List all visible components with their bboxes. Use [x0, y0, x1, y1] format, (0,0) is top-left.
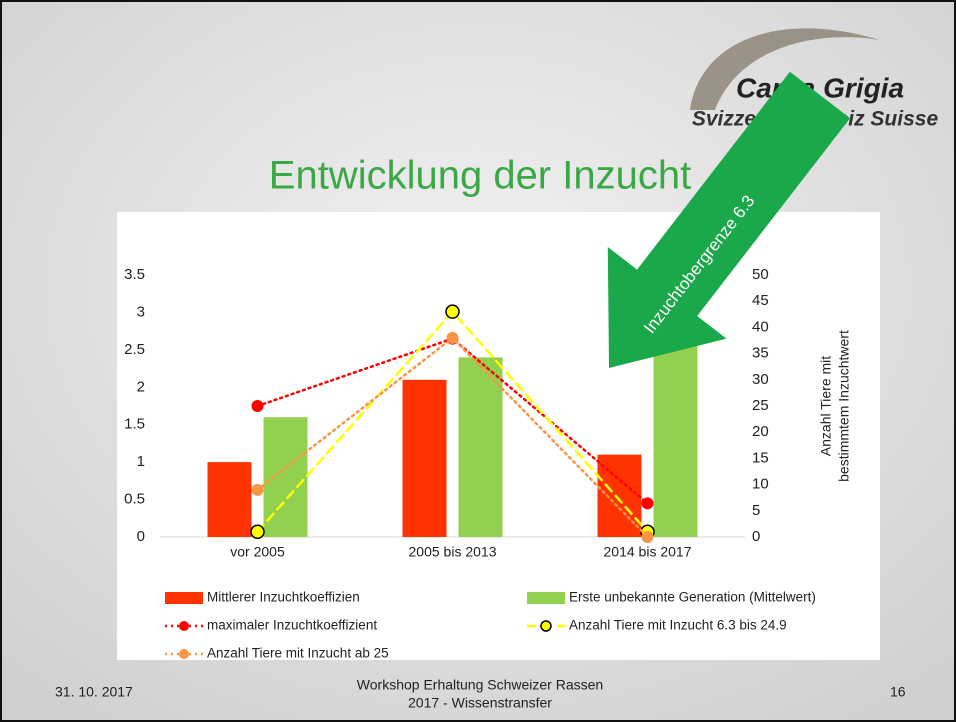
y2-tick-label: 40	[752, 318, 769, 335]
y2-tick-label: 10	[752, 476, 769, 493]
y2-tick-label: 0	[752, 528, 760, 545]
footer-center: Workshop Erhaltung Schweizer Rassen	[357, 677, 603, 693]
y2-tick-label: 5	[752, 502, 760, 519]
y2-tick-label: 20	[752, 423, 769, 440]
slide-title: Entwicklung der Inzucht	[269, 154, 691, 198]
bar	[208, 462, 252, 537]
legend-label: Anzahl Tiere mit Inzucht ab 25	[207, 646, 389, 661]
page-number: 16	[890, 684, 906, 700]
y-tick-label: 3	[137, 303, 145, 320]
slide: Capra Grigia Svizzera Schweiz Suisse Ent…	[0, 0, 956, 722]
y2-tick-label: 50	[752, 266, 769, 283]
legend-label: Mittlerer Inzuchtkoeffizien	[207, 590, 360, 605]
legend-swatch	[165, 592, 203, 604]
footer-center: 2017 - Wissenstransfer	[408, 695, 552, 711]
legend-marker	[179, 621, 189, 631]
legend-marker	[541, 621, 551, 631]
y2-axis-label: Anzahl Tiere mit	[818, 356, 834, 456]
legend-label: Anzahl Tiere mit Inzucht 6.3 bis 24.9	[569, 618, 787, 633]
y2-tick-label: 30	[752, 371, 769, 388]
y-tick-label: 2.5	[124, 341, 145, 358]
point	[447, 332, 459, 344]
y2-axis-label: bestimmtem Inzuchtwert	[836, 330, 852, 482]
legend-label: maximaler Inzuchtkoeffizient	[207, 618, 377, 633]
point	[642, 531, 654, 543]
bar	[403, 380, 447, 537]
point	[252, 484, 264, 496]
y-tick-label: 0.5	[124, 491, 145, 508]
legend-marker	[179, 649, 189, 659]
y2-tick-label: 35	[752, 345, 769, 362]
bar	[459, 357, 503, 537]
y2-tick-label: 15	[752, 449, 769, 466]
y-tick-label: 3.5	[124, 266, 145, 283]
x-tick-label: 2005 bis 2013	[409, 544, 497, 560]
y2-tick-label: 25	[752, 397, 769, 414]
y2-tick-label: 45	[752, 292, 769, 309]
point	[446, 305, 459, 318]
point	[642, 497, 654, 509]
point	[251, 525, 264, 538]
footer-date: 31. 10. 2017	[55, 684, 133, 700]
page: Capra Grigia Svizzera Schweiz Suisse Ent…	[0, 0, 956, 722]
point	[252, 400, 264, 412]
x-tick-label: vor 2005	[230, 544, 285, 560]
x-tick-label: 2014 bis 2017	[604, 544, 692, 560]
y-tick-label: 1	[137, 453, 145, 470]
y-tick-label: 0	[137, 528, 145, 545]
legend-swatch	[527, 592, 565, 604]
y-tick-label: 2	[137, 378, 145, 395]
legend-label: Erste unbekannte Generation (Mittelwert)	[569, 590, 816, 605]
y-tick-label: 1.5	[124, 416, 145, 433]
